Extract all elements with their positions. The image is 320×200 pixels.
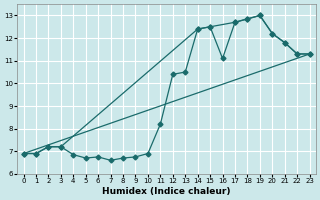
X-axis label: Humidex (Indice chaleur): Humidex (Indice chaleur) — [102, 187, 231, 196]
